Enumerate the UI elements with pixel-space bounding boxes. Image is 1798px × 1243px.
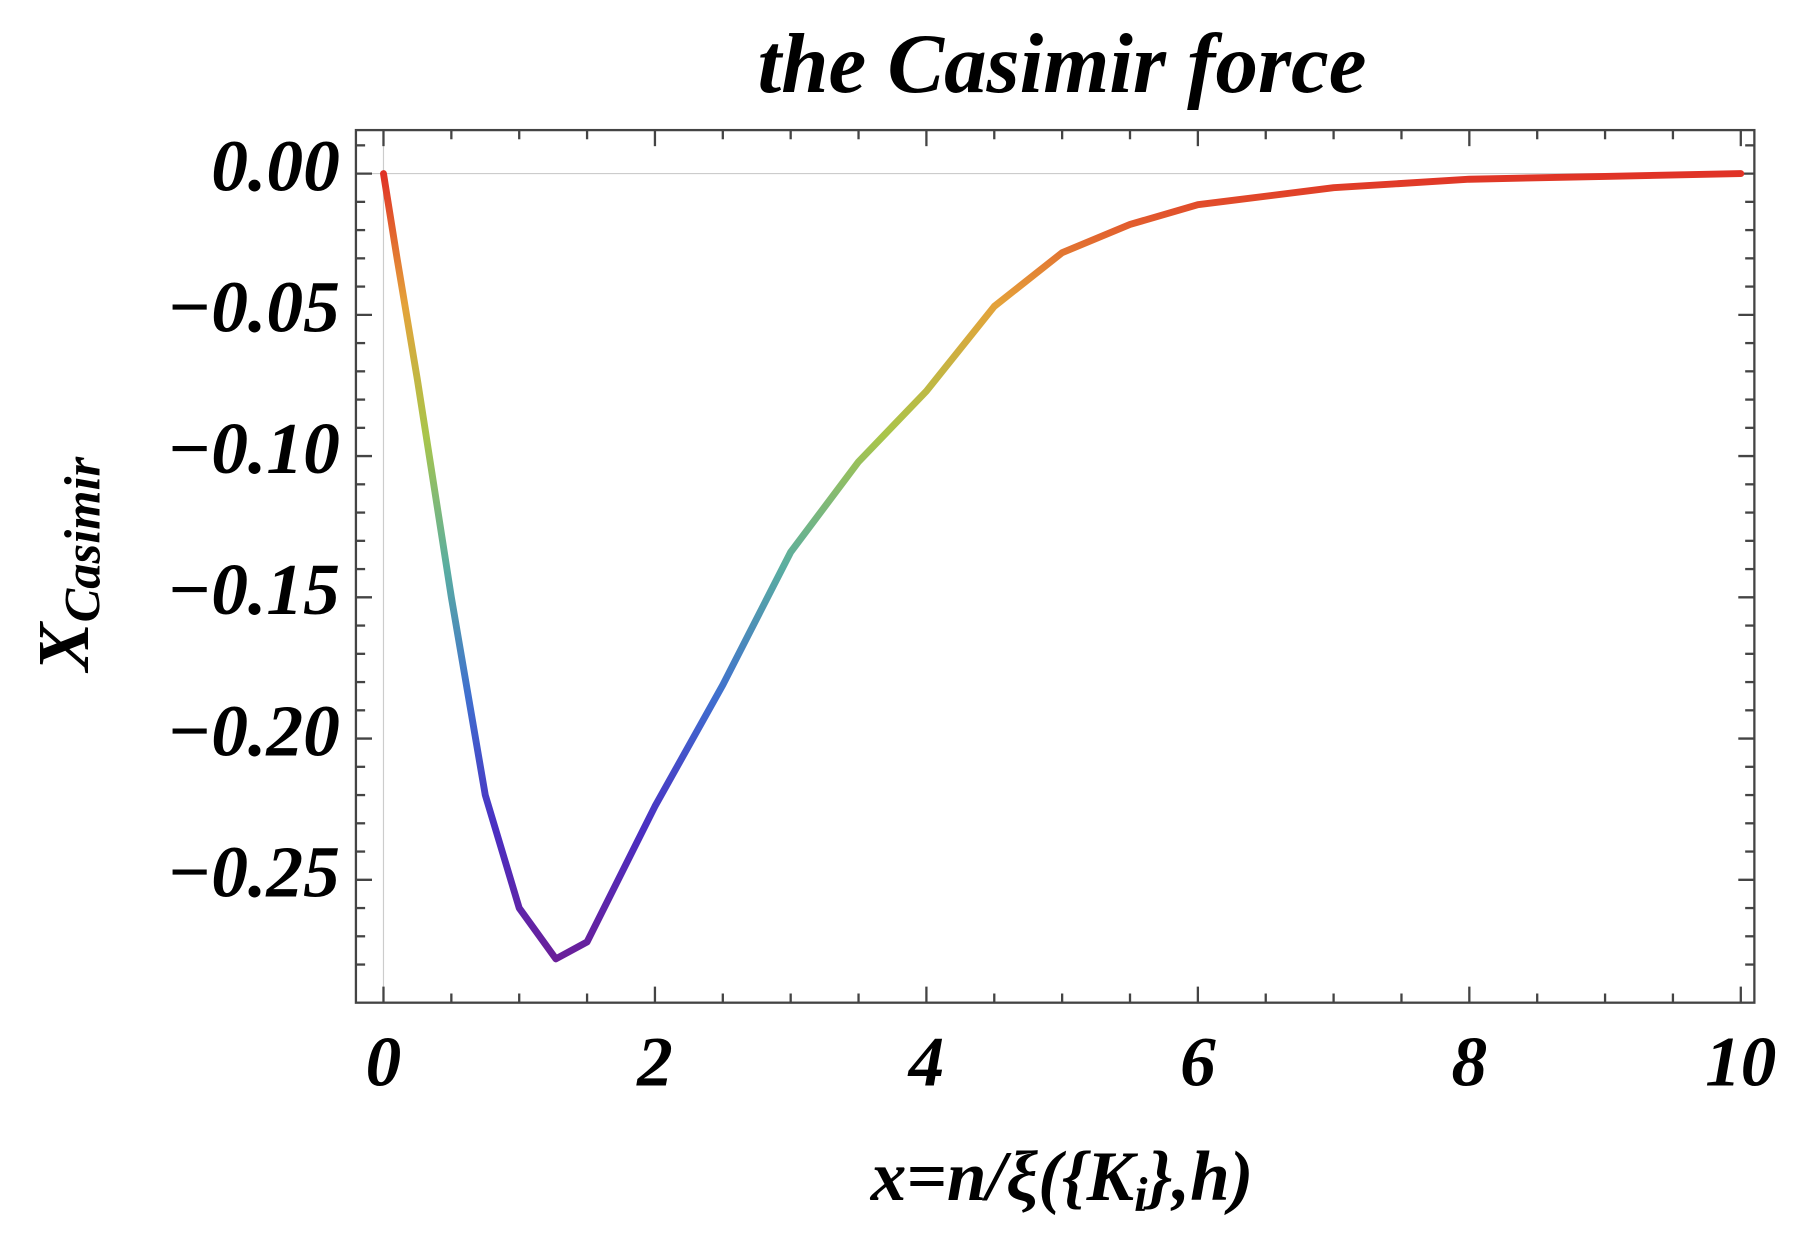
x-tick-label: 2 xyxy=(636,1024,673,1102)
x-tick-label: 4 xyxy=(907,1024,945,1102)
x-tick-label: 6 xyxy=(1180,1024,1216,1102)
x-label-before: x=n/ξ({K xyxy=(870,1138,1139,1216)
x-label-sub: i xyxy=(1134,1169,1148,1222)
data-line xyxy=(380,170,1745,963)
plot-frame xyxy=(354,128,1756,1004)
x-tick-label: 0 xyxy=(366,1024,402,1102)
y-tick-label: −0.05 xyxy=(167,267,340,348)
y-label-main: X xyxy=(23,620,104,673)
y-label-sub: Casimir xyxy=(54,455,110,622)
y-tick-label: −0.10 xyxy=(167,408,340,489)
x-axis-label: x=n/ξ({Ki},h) xyxy=(870,1138,1254,1222)
y-tick-label: −0.25 xyxy=(167,832,340,913)
x-label-after: },h) xyxy=(1143,1138,1254,1216)
y-tick-label: −0.20 xyxy=(167,690,340,771)
y-tick-label: −0.15 xyxy=(167,549,340,630)
y-tick-label: 0.00 xyxy=(211,125,340,206)
chart-title: the Casimir force xyxy=(758,17,1367,111)
x-tick-label: 10 xyxy=(1705,1024,1776,1102)
y-axis-label: XCasimir xyxy=(23,455,110,673)
x-tick-label: 8 xyxy=(1452,1024,1488,1102)
